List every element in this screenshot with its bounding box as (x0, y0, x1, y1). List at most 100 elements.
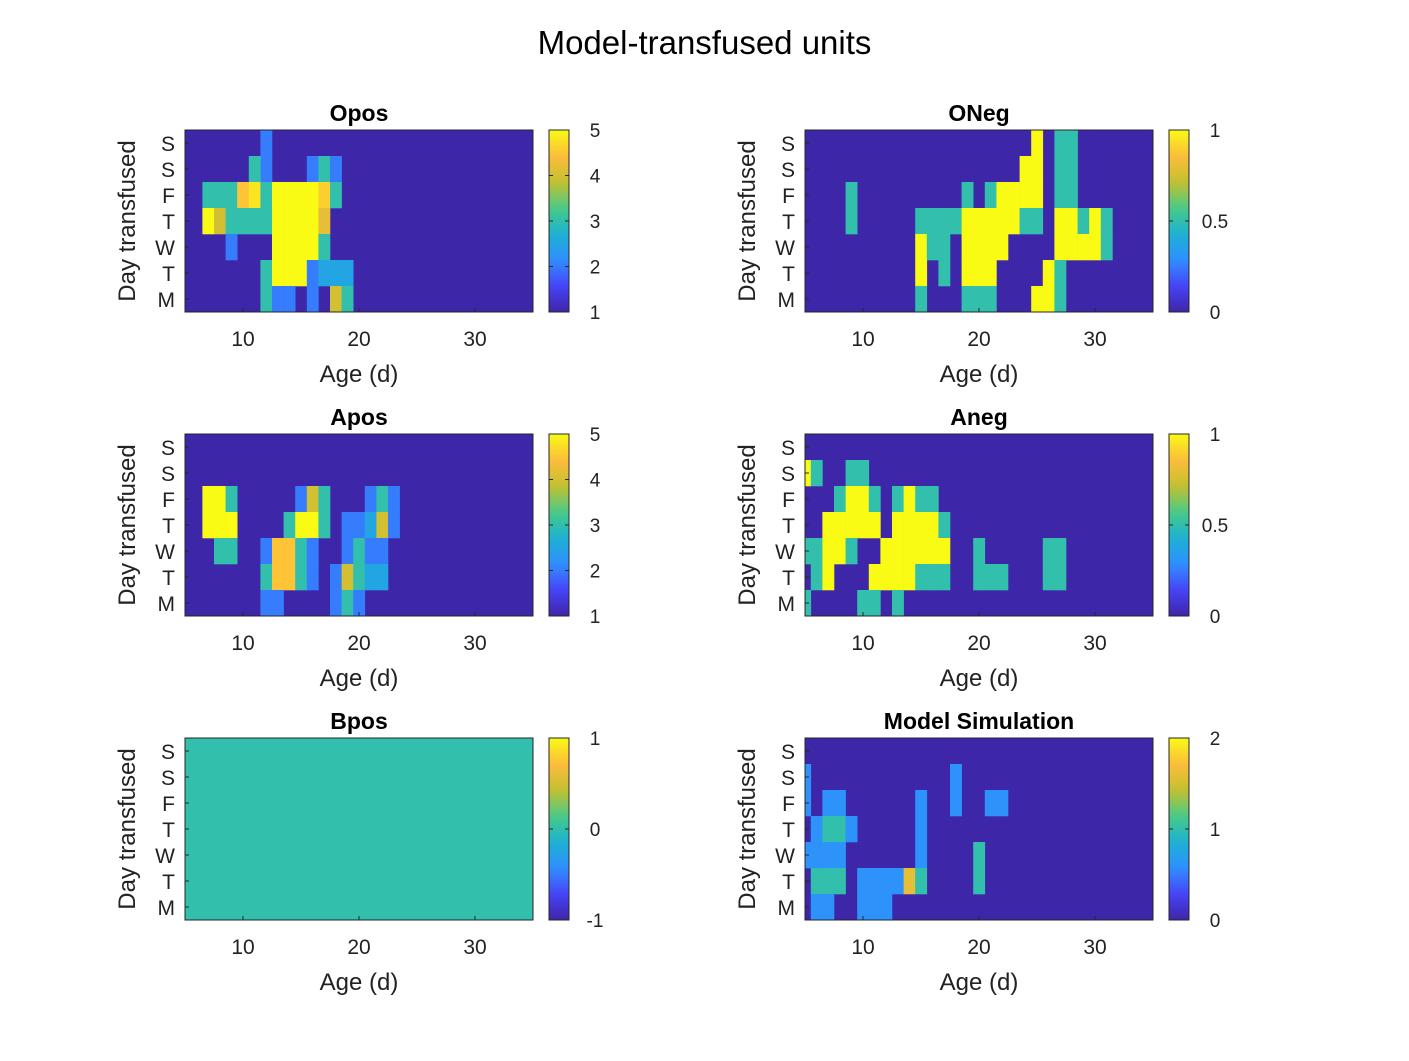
opos-cell (260, 156, 273, 183)
aneg-cell (1054, 538, 1067, 565)
aneg-xtick-label: 10 (851, 632, 874, 655)
model-simulation-cell (834, 842, 846, 869)
bpos-ytick-label: T (162, 819, 175, 842)
apos-cell (330, 590, 342, 617)
model-simulation-cell (822, 842, 835, 869)
aneg-cell (903, 538, 916, 565)
bpos-ytick-label: W (155, 845, 175, 868)
aneg-cell (880, 538, 893, 565)
aneg-cell (868, 512, 881, 539)
oneg-cell (1031, 208, 1044, 235)
oneg-cell (915, 234, 928, 261)
aneg-cell (845, 538, 858, 565)
apos-cell (283, 538, 296, 565)
oneg-xtick-label: 10 (851, 328, 874, 351)
oneg-cell (1054, 182, 1067, 209)
oneg-cell (1019, 182, 1032, 209)
oneg-ytick-label: S (781, 133, 795, 156)
aneg-cell (845, 486, 858, 513)
opos-cell (330, 260, 342, 287)
opos-cell (225, 234, 238, 261)
apos-cell (272, 590, 284, 617)
aneg-ytick-label: F (782, 489, 795, 512)
bpos-ytick-label: S (161, 741, 175, 764)
oneg-cell (1042, 260, 1055, 287)
opos-cell (214, 208, 226, 235)
apos-cell (272, 538, 284, 565)
aneg-ytick-label: T (782, 567, 795, 590)
opos-ytick-label: W (155, 237, 175, 260)
apos-xtick-label: 30 (463, 632, 486, 655)
aneg-cell (822, 538, 835, 565)
oneg-cell (1054, 260, 1067, 287)
aneg-cell (880, 564, 893, 591)
opos-xtick-label: 20 (347, 328, 370, 351)
opos-cell (248, 182, 261, 209)
oneg-cell (1089, 234, 1102, 261)
aneg-cell (868, 486, 881, 513)
aneg-colorbar-tick-label: 0 (1210, 607, 1221, 628)
opos-cell (237, 208, 250, 235)
model-simulation-cell (834, 790, 846, 817)
model-simulation-cell (857, 868, 870, 895)
apos-cell (376, 538, 389, 565)
aneg-title: Aneg (950, 404, 1008, 430)
apos-cell (364, 564, 377, 591)
model-simulation-cell (857, 894, 870, 921)
model-simulation-colorbar-tick-label: 0 (1210, 911, 1221, 932)
oneg-cell (1066, 156, 1078, 183)
model-simulation-xtick-label: 10 (851, 936, 874, 959)
oneg-cell (961, 234, 974, 261)
oneg-ytick-label: W (775, 237, 795, 260)
apos-ytick-label: M (158, 593, 176, 616)
apos-xtick-label: 10 (231, 632, 254, 655)
aneg-cell (892, 486, 904, 513)
model-simulation-colorbar-tick-label: 2 (1210, 729, 1221, 750)
apos-cell (283, 564, 296, 591)
oneg-cell (1054, 286, 1067, 313)
model-simulation-xtick-label: 20 (967, 936, 990, 959)
apos-ytick-label: F (162, 489, 175, 512)
opos-cell (283, 234, 296, 261)
opos-cell (306, 182, 319, 209)
oneg-xlabel: Age (d) (940, 361, 1019, 388)
model-simulation-cell (834, 868, 846, 895)
apos-cell (295, 564, 308, 591)
oneg-cell (1042, 286, 1055, 313)
oneg-cell (938, 234, 951, 261)
model-simulation-cell (880, 894, 893, 921)
model-simulation-cell (834, 816, 846, 843)
opos-xlabel: Age (d) (320, 361, 399, 388)
model-simulation-cell (973, 842, 986, 869)
apos-cell (341, 590, 354, 617)
opos-cell (202, 208, 215, 235)
oneg-cell (926, 234, 939, 261)
oneg-cell (984, 234, 997, 261)
model-simulation-cell (810, 894, 823, 921)
aneg-cell (938, 538, 951, 565)
aneg-xtick-label: 30 (1083, 632, 1106, 655)
aneg-cell (915, 564, 928, 591)
aneg-cell (903, 564, 916, 591)
aneg-cell (903, 486, 916, 513)
oneg-cell (1019, 208, 1032, 235)
model-simulation-cell (996, 790, 1009, 817)
aneg-cell (810, 538, 823, 565)
apos-ytick-label: T (162, 567, 175, 590)
model-simulation-ylabel: Day transfused (734, 748, 761, 909)
oneg-cell (973, 234, 986, 261)
oneg-cell (984, 286, 997, 313)
opos-cell (272, 208, 284, 235)
model-simulation-cell (810, 816, 823, 843)
apos-colorbar-tick-label: 1 (590, 607, 601, 628)
apos-cell (388, 486, 400, 513)
oneg-colorbar-tick-label: 0 (1210, 303, 1221, 324)
aneg-cell (892, 590, 904, 617)
aneg-cell (938, 564, 951, 591)
aneg-cell (822, 564, 835, 591)
opos-cell (306, 156, 319, 183)
apos-cell (306, 564, 319, 591)
aneg-ylabel: Day transfused (734, 444, 761, 605)
model-simulation-cell (868, 868, 881, 895)
oneg-ylabel: Day transfused (734, 140, 761, 301)
